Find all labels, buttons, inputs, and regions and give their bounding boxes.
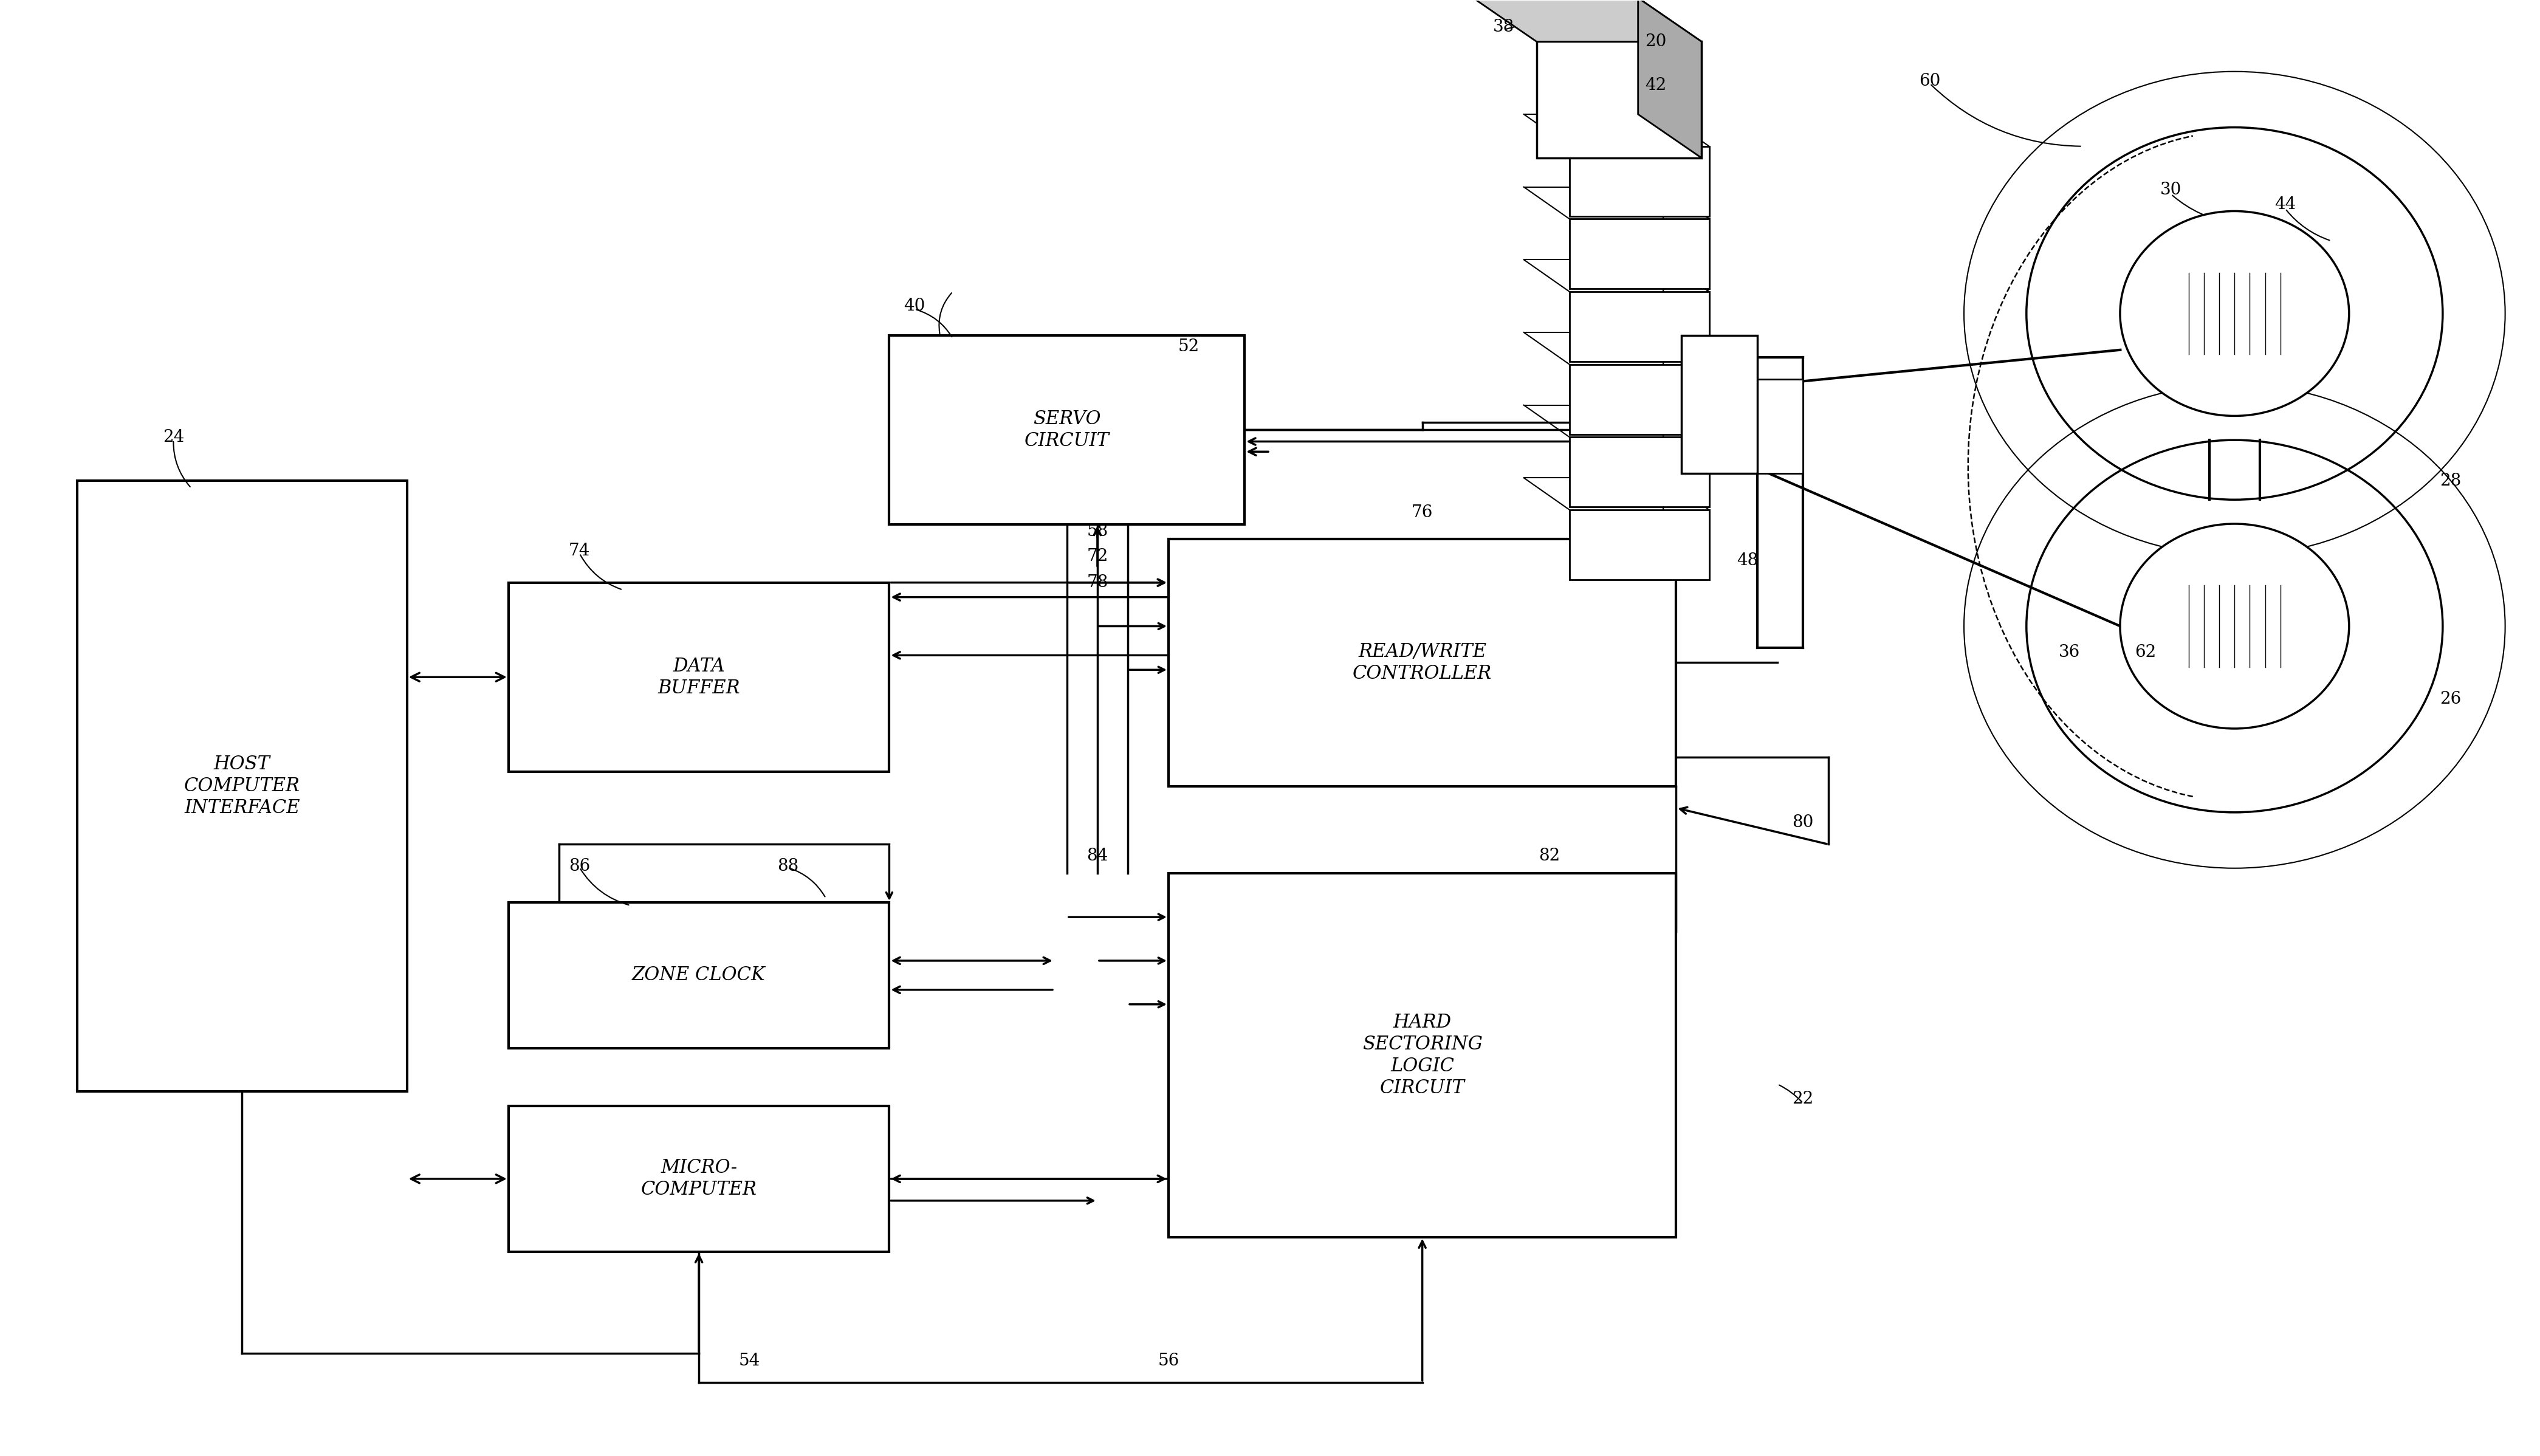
Bar [1168, 539, 1676, 786]
Text: HOST
COMPUTER
INTERFACE: HOST COMPUTER INTERFACE [183, 756, 300, 817]
Text: 54: 54 [739, 1353, 759, 1369]
Text: 30: 30 [2162, 182, 2182, 198]
Text: 60: 60 [1920, 73, 1941, 89]
Text: 20: 20 [1646, 33, 1666, 50]
Text: 80: 80 [1793, 814, 1814, 831]
Text: 84: 84 [1087, 847, 1107, 865]
Text: 86: 86 [569, 858, 589, 875]
Bar [508, 903, 889, 1048]
Text: 58: 58 [1087, 524, 1107, 540]
Ellipse shape [2121, 524, 2350, 728]
Text: 88: 88 [777, 858, 798, 875]
Text: 78: 78 [1087, 574, 1107, 591]
Bar [1740, 379, 1803, 473]
Text: 52: 52 [1179, 339, 1199, 355]
Text: SERVO
CIRCUIT: SERVO CIRCUIT [1024, 409, 1110, 450]
Bar [1570, 146, 1709, 215]
Bar [1681, 335, 1758, 473]
Text: 48: 48 [1737, 552, 1758, 569]
Bar [1570, 364, 1709, 434]
Ellipse shape [2121, 211, 2350, 416]
Bar [1537, 42, 1702, 157]
Bar [76, 480, 406, 1092]
Bar [1570, 437, 1709, 507]
Text: 44: 44 [2276, 197, 2296, 213]
Bar [1570, 291, 1709, 361]
Text: ZONE CLOCK: ZONE CLOCK [632, 965, 765, 984]
Text: READ/WRITE
CONTROLLER: READ/WRITE CONTROLLER [1354, 642, 1491, 683]
Bar [889, 335, 1245, 524]
Text: 38: 38 [1494, 19, 1514, 35]
Bar [1168, 874, 1676, 1238]
Text: 28: 28 [2438, 473, 2461, 489]
Text: 40: 40 [904, 298, 925, 314]
Text: 62: 62 [2136, 644, 2156, 661]
Bar [1570, 218, 1709, 288]
Text: 36: 36 [2060, 644, 2080, 661]
Bar [1570, 510, 1709, 579]
Bar [508, 582, 889, 772]
Bar [508, 1107, 889, 1252]
Text: 56: 56 [1158, 1353, 1179, 1369]
Text: 82: 82 [1539, 847, 1560, 865]
Text: 26: 26 [2438, 690, 2461, 708]
Polygon shape [1638, 0, 1702, 157]
Text: 22: 22 [1793, 1091, 1814, 1107]
Text: 24: 24 [163, 430, 185, 446]
Text: 76: 76 [1412, 505, 1433, 521]
Text: DATA
BUFFER: DATA BUFFER [658, 657, 739, 697]
Polygon shape [1473, 0, 1702, 42]
Text: HARD
SECTORING
LOGIC
CIRCUIT: HARD SECTORING LOGIC CIRCUIT [1361, 1013, 1483, 1098]
Text: MICRO-
COMPUTER: MICRO- COMPUTER [640, 1159, 757, 1200]
Text: 72: 72 [1087, 549, 1107, 565]
Text: 74: 74 [569, 543, 589, 559]
Text: 42: 42 [1646, 77, 1666, 93]
